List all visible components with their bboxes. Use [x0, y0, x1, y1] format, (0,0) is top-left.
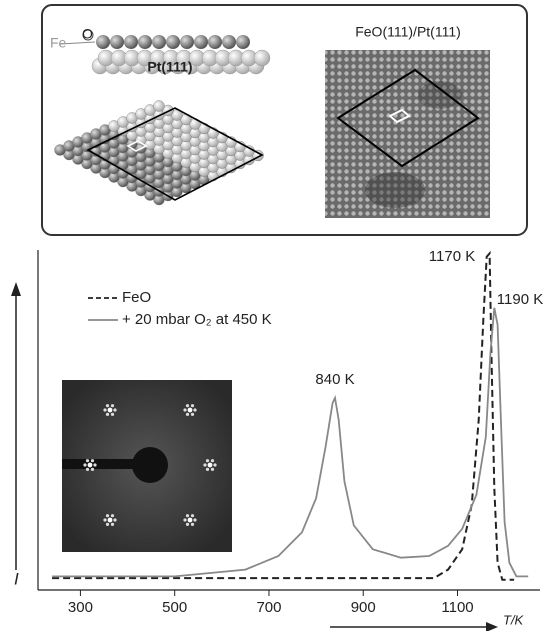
fe-atom	[180, 35, 194, 49]
series-line	[52, 250, 515, 581]
leed-spot	[190, 404, 195, 408]
leed-spot	[110, 522, 115, 526]
leed-spot	[185, 522, 190, 526]
y-arrow-head	[11, 282, 21, 296]
leed-spot	[190, 522, 195, 526]
leed-spot	[207, 462, 213, 468]
atom-model	[54, 29, 271, 206]
leed-spot	[205, 467, 210, 471]
stm-shade	[365, 172, 425, 208]
leed-spot	[105, 412, 110, 416]
leed-spot	[107, 517, 113, 523]
x-tick-label: 300	[68, 599, 93, 616]
leed-spot	[210, 459, 215, 463]
stm-image	[325, 50, 490, 218]
leed-spot	[107, 407, 113, 413]
x-arrow-head	[486, 622, 498, 632]
stm-title: FeO(111)/Pt(111)	[355, 24, 461, 40]
surface-atom	[153, 100, 165, 112]
pt-atom	[253, 49, 271, 67]
substrate-label: Pt(111)	[147, 59, 192, 75]
series-line	[52, 307, 529, 578]
y-axis-label: I	[14, 569, 19, 588]
legend-label: FeO	[122, 289, 151, 306]
o-atom	[82, 29, 94, 41]
o-label: O	[82, 26, 93, 42]
leed-spot	[190, 514, 195, 518]
leed-spot	[213, 463, 217, 467]
leed-spot	[90, 459, 95, 463]
fe-atom	[194, 35, 208, 49]
leed-spot	[83, 463, 87, 467]
x-tick-label: 500	[162, 599, 187, 616]
leed-spot	[185, 514, 190, 518]
leed-spot	[210, 467, 215, 471]
leed-spot	[183, 408, 187, 412]
fe-atom	[236, 35, 250, 49]
x-tick-label: 1100	[441, 599, 473, 616]
fe-atom	[152, 35, 166, 49]
leed-spot	[85, 459, 90, 463]
leed-spot	[110, 514, 115, 518]
leed-spot	[113, 518, 117, 522]
fe-atom	[124, 35, 138, 49]
leed-spot	[187, 407, 193, 413]
peak-label: 840 K	[315, 371, 354, 388]
leed-shadow	[132, 447, 168, 483]
model-unit-cell	[126, 140, 148, 152]
leed-spot	[190, 412, 195, 416]
leed-spot	[185, 412, 190, 416]
legend-label: + 20 mbar O₂ at 450 K	[122, 311, 272, 328]
stm-cell	[336, 68, 480, 168]
fe-atom	[166, 35, 180, 49]
peak-label: 1190 K	[497, 291, 543, 308]
bond	[59, 41, 96, 45]
leed-spot	[203, 463, 207, 467]
x-axis-label: T/K	[503, 612, 525, 627]
leed-spot	[193, 518, 197, 522]
leed-spot	[193, 408, 197, 412]
leed-spot	[103, 518, 107, 522]
stm-shade	[418, 81, 462, 109]
model-cell	[86, 107, 264, 201]
leed-spot	[105, 522, 110, 526]
leed-spot	[87, 462, 93, 468]
fe-atom	[138, 35, 152, 49]
leed-spot	[110, 412, 115, 416]
leed-pattern	[62, 404, 217, 526]
leed-spot	[85, 467, 90, 471]
fe-atom	[110, 35, 124, 49]
leed-spot	[90, 467, 95, 471]
leed-spot	[183, 518, 187, 522]
leed-spot	[105, 514, 110, 518]
leed-spot	[185, 404, 190, 408]
peak-label: 1170 K	[429, 248, 475, 265]
stm-unit-cell	[388, 108, 411, 124]
leed-spot	[105, 404, 110, 408]
fe-atom	[96, 35, 110, 49]
fe-label: Fe	[50, 35, 67, 51]
leed-holder	[62, 459, 150, 469]
leed-spot	[93, 463, 97, 467]
leed-spot	[103, 408, 107, 412]
leed-spot	[205, 459, 210, 463]
leed-spot	[187, 517, 193, 523]
fe-atom	[208, 35, 222, 49]
leed-spot	[113, 408, 117, 412]
leed-spot	[110, 404, 115, 408]
x-tick-label: 900	[351, 599, 376, 616]
x-tick-label: 700	[256, 599, 281, 616]
fe-atom	[222, 35, 236, 49]
